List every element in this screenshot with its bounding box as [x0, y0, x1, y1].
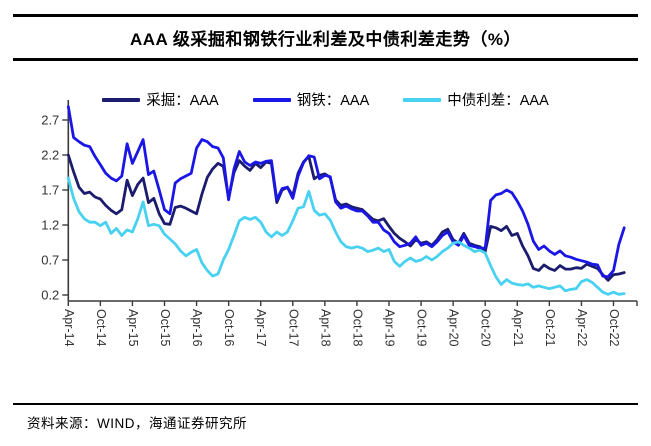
- footer-rule: [13, 403, 638, 405]
- svg-text:Oct-19: Oct-19: [415, 309, 429, 347]
- figure-title-box: AAA 级采掘和钢铁行业利差及中债利差走势（%）: [13, 14, 638, 61]
- svg-text:Apr-21: Apr-21: [511, 309, 525, 347]
- svg-text:Oct-17: Oct-17: [286, 309, 300, 347]
- source-note: 资料来源：WIND，海通证券研究所: [27, 416, 247, 431]
- legend-item-steel: 钢铁：AAA: [252, 89, 370, 110]
- mining-line-swatch: [102, 97, 141, 102]
- svg-text:Apr-15: Apr-15: [126, 309, 140, 347]
- svg-text:Apr-16: Apr-16: [190, 309, 204, 347]
- svg-text:Apr-14: Apr-14: [62, 309, 76, 347]
- svg-text:Oct-21: Oct-21: [543, 309, 557, 347]
- series-line-mining: [66, 153, 626, 282]
- legend-item-mining: 采掘：AAA: [102, 89, 219, 110]
- svg-text:Apr-17: Apr-17: [254, 309, 268, 347]
- svg-text:Apr-19: Apr-19: [383, 309, 397, 347]
- svg-text:0.2: 0.2: [41, 288, 59, 303]
- axes: [67, 100, 637, 302]
- y-axis-ticks: 2.7 2.2 1.7 1.2 0.7 0.2: [41, 113, 69, 303]
- series-line-chinabond: [66, 176, 626, 296]
- x-axis-ticks: Apr-14 Oct-14 Apr-15 Oct-15 Apr-16 Oct-16 Apr-…: [62, 301, 638, 347]
- legend-label-chinabond: 中债利差：AAA: [447, 93, 549, 109]
- svg-text:1.7: 1.7: [41, 183, 59, 198]
- svg-text:Apr-22: Apr-22: [575, 309, 589, 347]
- chinabond-line-swatch: [403, 97, 442, 102]
- svg-text:0.7: 0.7: [41, 253, 59, 268]
- svg-text:Oct-15: Oct-15: [158, 309, 172, 347]
- svg-text:1.2: 1.2: [41, 218, 59, 233]
- svg-text:Oct-14: Oct-14: [94, 309, 108, 347]
- svg-text:Oct-20: Oct-20: [479, 309, 493, 347]
- svg-text:Oct-16: Oct-16: [222, 309, 236, 347]
- svg-text:2.7: 2.7: [41, 113, 59, 128]
- svg-text:Apr-20: Apr-20: [447, 309, 461, 347]
- svg-text:2.2: 2.2: [41, 148, 59, 163]
- legend-label-steel: 钢铁：AAA: [296, 93, 370, 109]
- svg-text:Oct-22: Oct-22: [607, 309, 621, 347]
- legend-label-mining: 采掘：AAA: [146, 93, 219, 109]
- svg-text:Apr-18: Apr-18: [318, 309, 332, 347]
- figure-title: AAA 级采掘和钢铁行业利差及中债利差走势（%）: [129, 30, 522, 49]
- series-line-steel: [66, 105, 626, 279]
- chart-legend: 采掘：AAA 钢铁：AAA 中债利差：AAA: [0, 89, 651, 110]
- legend-item-chinabond: 中债利差：AAA: [403, 89, 549, 110]
- svg-text:Oct-18: Oct-18: [350, 309, 364, 347]
- steel-line-swatch: [252, 97, 291, 102]
